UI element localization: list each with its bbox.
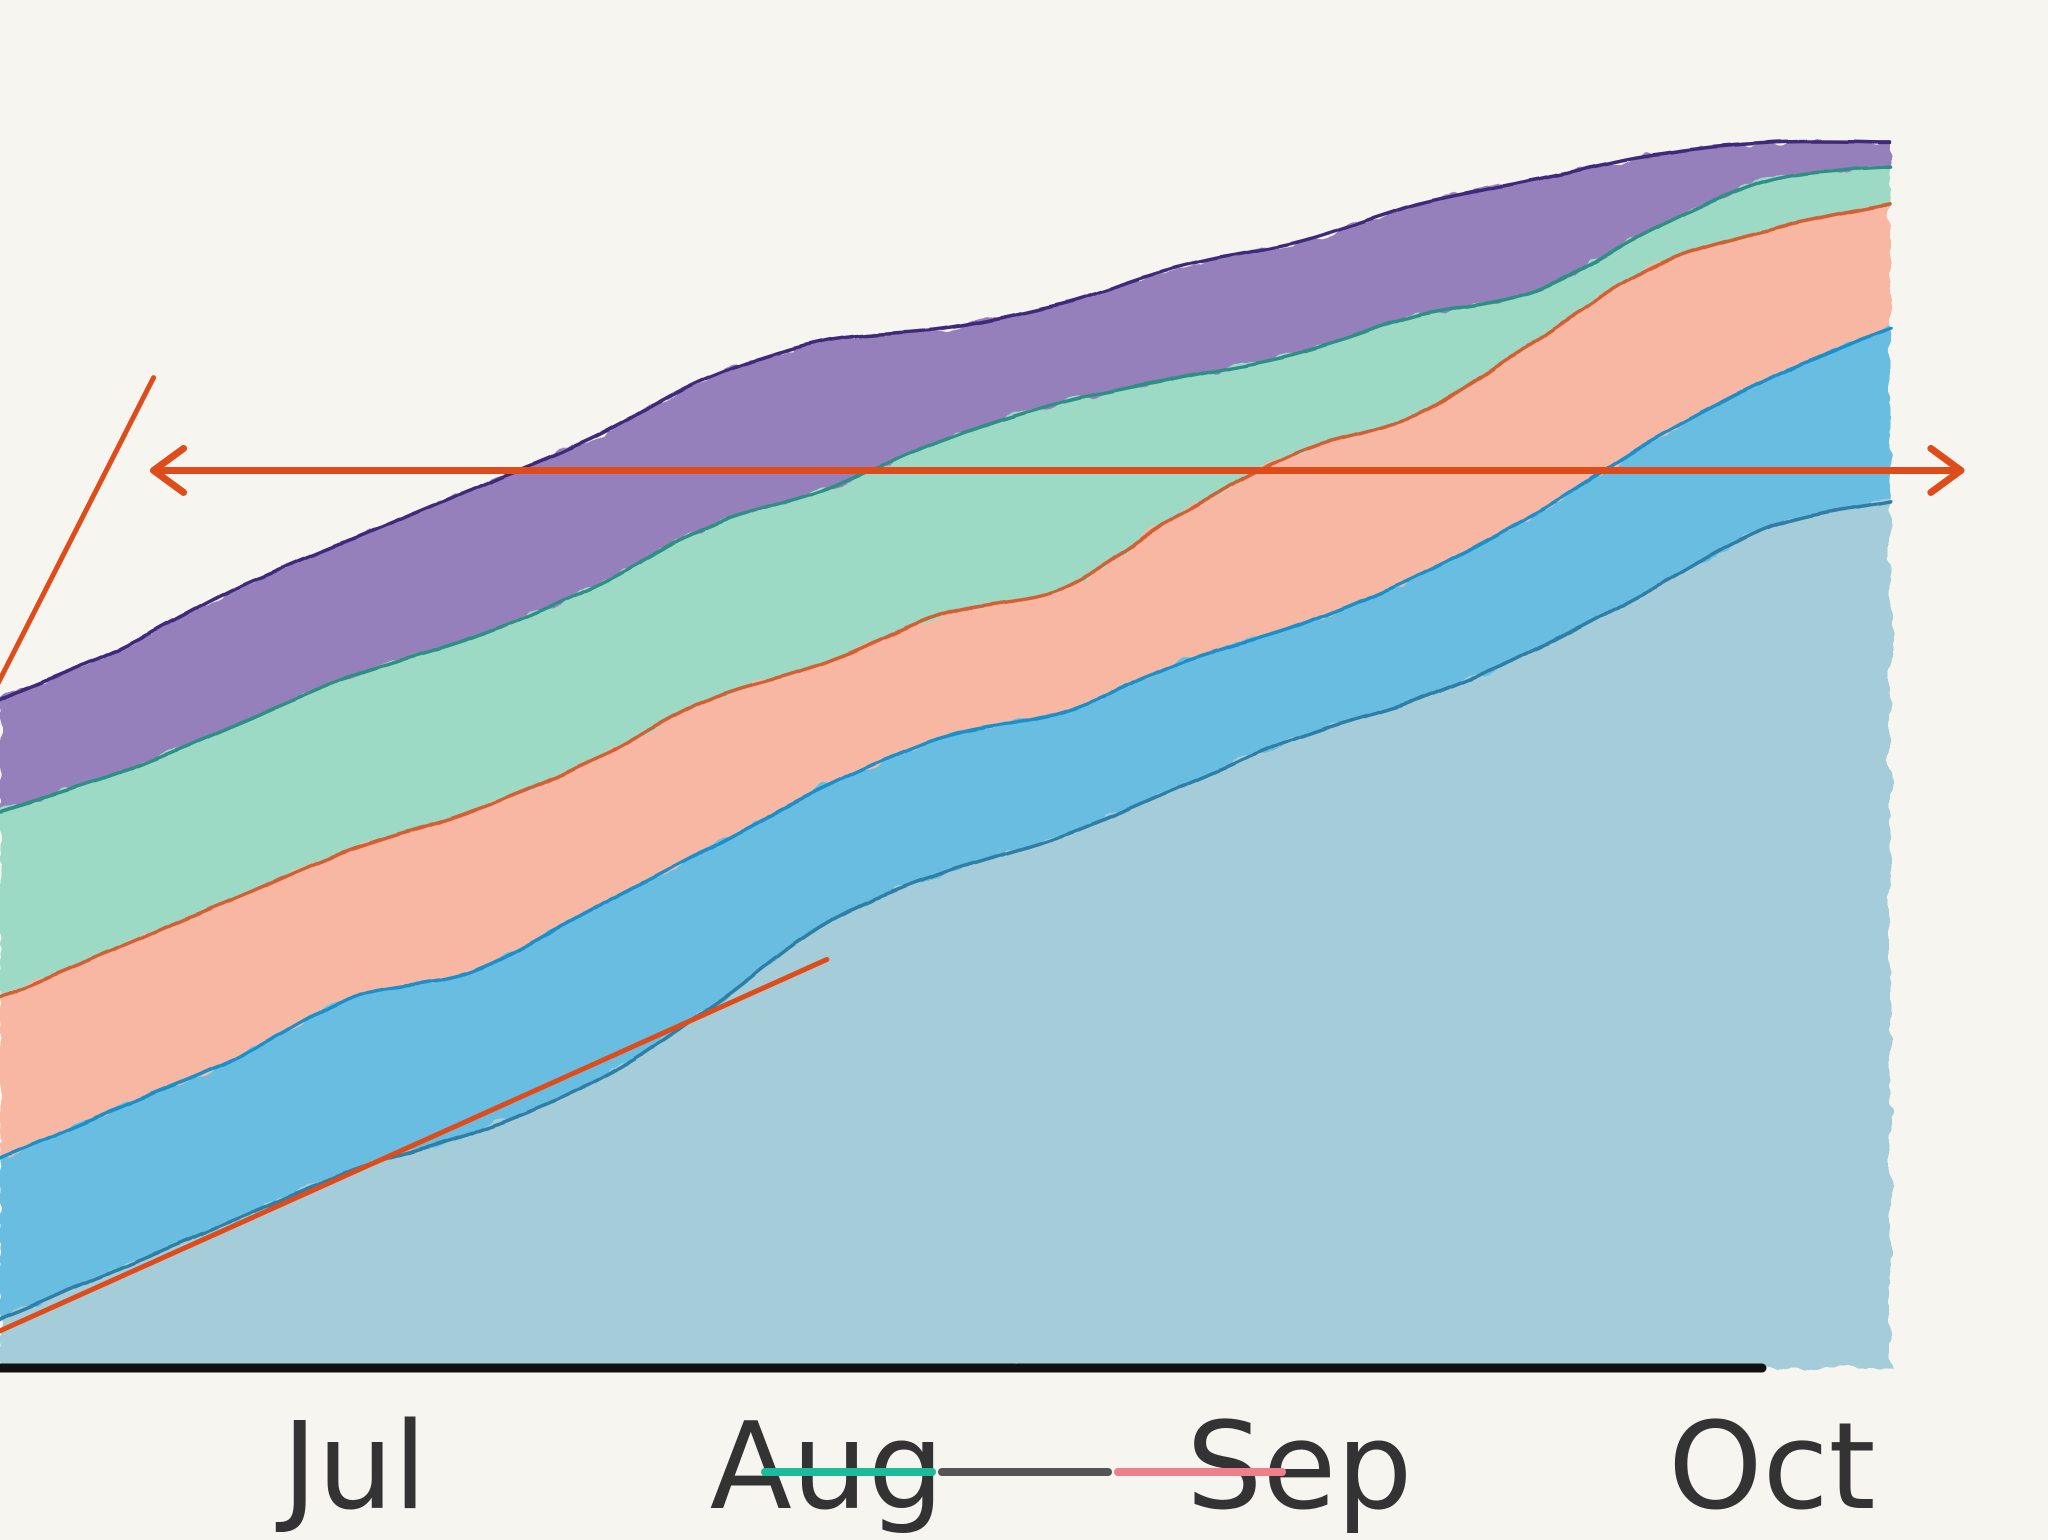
trend-line-annotation-1 (0, 956, 830, 1334)
area-layers (0, 141, 1890, 1368)
x-tick-label-sep: Sep (1186, 1398, 1412, 1536)
line-series-1 (0, 499, 1892, 1321)
arrowhead-left (150, 444, 188, 496)
x-tick-label-oct: Oct (1668, 1398, 1875, 1536)
x-tick-labels: Jul Aug Sep Oct (275, 1398, 1876, 1537)
line-series-2 (0, 326, 1892, 1160)
area-series-1 (0, 501, 1890, 1368)
line-series-4 (0, 165, 1892, 813)
x-tick-label-aug: Aug (710, 1398, 944, 1536)
arrowhead-right (1927, 444, 1965, 496)
line-series-5 (0, 139, 1892, 702)
area-series-3 (0, 204, 1890, 1158)
line-series-3 (0, 202, 1892, 999)
area-series-4 (0, 167, 1890, 997)
series-lines (0, 139, 1892, 1321)
area-series-5 (0, 141, 1890, 811)
trend-line-annotation-2 (0, 375, 157, 685)
x-tick-label-jul: Jul (275, 1398, 427, 1536)
annotations (0, 375, 1965, 1334)
